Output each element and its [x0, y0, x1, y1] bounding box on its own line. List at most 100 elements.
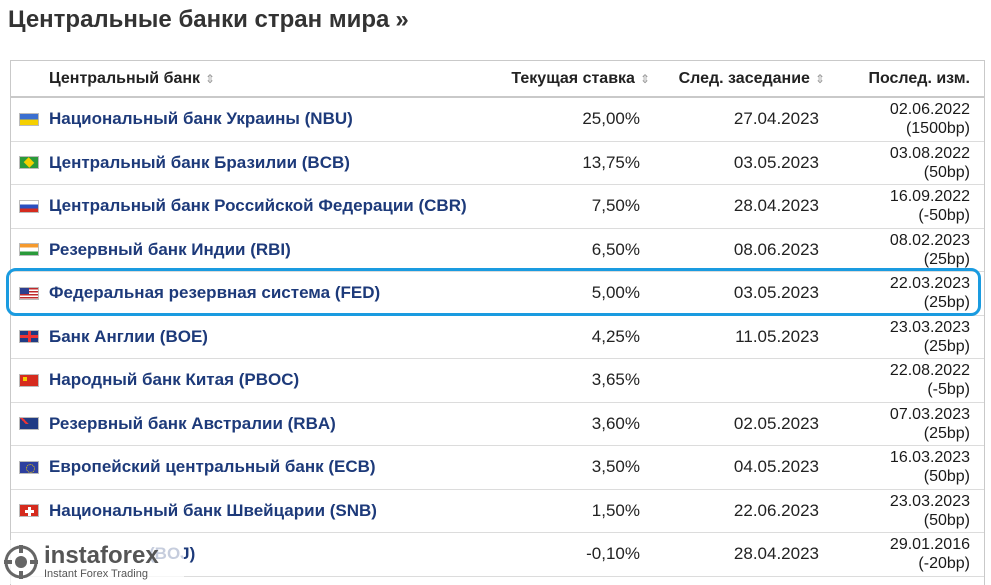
bank-link[interactable]: Народный банк Китая (PBOC) — [49, 370, 300, 390]
next-meeting-value: 02.05.2023 — [733, 413, 819, 433]
header-rate-label: Текущая ставка — [511, 69, 635, 87]
last-change-date: 23.03.2023 — [889, 318, 970, 336]
header-last-label: Послед. изм. — [868, 70, 970, 87]
watermark-tagline: Instant Forex Trading — [44, 568, 148, 580]
last-change-cell: 02.06.2022 (1500bp) — [829, 100, 984, 138]
last-change-date: 08.02.2023 — [889, 231, 970, 249]
last-change-bp: (25bp) — [923, 294, 970, 312]
last-change-date: 16.09.2022 — [889, 188, 970, 206]
flag-australia-icon — [19, 417, 39, 431]
next-meeting-value: 03.05.2023 — [733, 283, 819, 303]
last-change-cell: 03.08.2022 (50bp) — [829, 144, 984, 182]
rate-value: 13,75% — [582, 152, 640, 172]
watermark-name: instaforex — [44, 542, 159, 569]
table-row-highlighted: Федеральная резервная система (FED) 5,00… — [11, 272, 984, 316]
next-meeting-value: 28.04.2023 — [733, 196, 819, 216]
bank-link[interactable]: Федеральная резервная система (FED) — [49, 283, 381, 303]
rate-value: 5,00% — [591, 283, 640, 303]
flag-india-icon — [19, 243, 39, 257]
last-change-bp: (-50bp) — [918, 207, 970, 225]
header-next-label: След. заседание — [678, 69, 810, 87]
next-meeting-value: 08.06.2023 — [733, 239, 819, 259]
next-meeting-value: 03.05.2023 — [733, 152, 819, 172]
next-meeting-value: 28.04.2023 — [733, 544, 819, 564]
last-change-date: 02.06.2022 — [889, 101, 970, 119]
rate-value: 3,65% — [591, 370, 640, 390]
next-meeting-value: 04.05.2023 — [733, 457, 819, 477]
rate-value: 7,50% — [591, 196, 640, 216]
last-change-bp: (50bp) — [923, 511, 970, 529]
flag-uk-icon — [19, 330, 39, 344]
last-change-cell: 29.01.2016 (-20bp) — [829, 535, 984, 573]
page-title: Центральные банки стран мира» — [8, 6, 409, 34]
last-change-date: 07.03.2023 — [889, 405, 970, 423]
header-next-meeting[interactable]: След. заседание ⇕ — [654, 70, 829, 88]
last-change-bp: (-20bp) — [918, 555, 970, 573]
last-change-date: 29.01.2016 — [889, 536, 970, 554]
table-row: Народный банк Китая (PBOC) 3,65% 22.08.2… — [11, 359, 984, 403]
table-row: Европейский центральный банк (ECB) 3,50%… — [11, 446, 984, 490]
flag-brazil-icon — [19, 156, 39, 170]
rate-value: 6,50% — [591, 239, 640, 259]
table-row: Национальный банк Швейцарии (SNB) 1,50% … — [11, 490, 984, 533]
rate-value: 1,50% — [591, 500, 640, 520]
last-change-cell: 08.02.2023 (25bp) — [829, 231, 984, 269]
sort-icon[interactable]: ⇕ — [639, 71, 650, 86]
page-title-text: Центральные банки стран мира — [8, 6, 390, 33]
bank-link[interactable]: Резервный банк Австралии (RBA) — [49, 413, 336, 433]
last-change-cell: 22.03.2023 (25bp) — [829, 274, 984, 312]
last-change-date: 23.03.2023 — [889, 492, 970, 510]
last-change-bp: (25bp) — [923, 250, 970, 268]
last-change-cell: 23.03.2023 (25bp) — [829, 318, 984, 356]
next-meeting-value: 11.05.2023 — [735, 326, 819, 346]
last-change-cell: 16.09.2022 (-50bp) — [829, 187, 984, 225]
last-change-date: 03.08.2022 — [889, 144, 970, 162]
flag-usa-icon — [19, 286, 39, 300]
bank-link[interactable]: Центральный банк Бразилии (BCB) — [49, 152, 350, 172]
central-banks-table: Центральный банк ⇕ Текущая ставка ⇕ След. … — [10, 60, 985, 585]
last-change-date: 22.03.2023 — [889, 275, 970, 293]
header-bank[interactable]: Центральный банк ⇕ — [11, 70, 489, 88]
next-meeting-value: 27.04.2023 — [733, 109, 819, 129]
bank-link[interactable]: Европейский центральный банк (ECB) — [49, 457, 376, 477]
flag-china-icon — [19, 373, 39, 387]
flag-russia-icon — [19, 199, 39, 213]
flag-switzerland-icon — [19, 504, 39, 518]
table-row: Национальный банк Украины (NBU) 25,00% 2… — [11, 98, 984, 142]
table-row: Резервный банк Австралии (RBA) 3,60% 02.… — [11, 403, 984, 446]
table-row: Банк Англии (BOE) 4,25% 11.05.2023 23.03… — [11, 316, 984, 359]
header-bank-label: Центральный банк — [49, 69, 201, 87]
last-change-bp: (50bp) — [923, 468, 970, 486]
bank-link[interactable]: Центральный банк Российской Федерации (C… — [49, 196, 467, 216]
last-change-cell: 07.03.2023 (25bp) — [829, 405, 984, 443]
table-row: Резервный банк Индии (RBI) 6,50% 08.06.2… — [11, 229, 984, 272]
rate-value: 3,50% — [591, 457, 640, 477]
bank-link[interactable]: Банк Англии (BOE) — [49, 326, 208, 346]
last-change-bp: (-5bp) — [927, 381, 970, 399]
next-meeting-value: 22.06.2023 — [733, 500, 819, 520]
last-change-date: 22.08.2022 — [889, 362, 970, 380]
header-rate[interactable]: Текущая ставка ⇕ — [489, 70, 654, 88]
rate-value: 25,00% — [582, 109, 640, 129]
bank-link[interactable]: Национальный банк Швейцарии (SNB) — [49, 500, 377, 520]
last-change-date: 16.03.2023 — [889, 449, 970, 467]
rate-value: -0,10% — [586, 544, 640, 564]
last-change-bp: (50bp) — [923, 163, 970, 181]
more-link[interactable]: » — [395, 6, 409, 33]
last-change-bp: (1500bp) — [905, 120, 970, 138]
bank-link[interactable]: Резервный банк Индии (RBI) — [49, 239, 291, 259]
rate-value: 4,25% — [591, 326, 640, 346]
bank-link[interactable]: Национальный банк Украины (NBU) — [49, 109, 353, 129]
last-change-bp: (25bp) — [923, 337, 970, 355]
header-last-change[interactable]: Послед. изм. — [829, 69, 984, 88]
flag-ukraine-icon — [19, 112, 39, 126]
sort-icon[interactable]: ⇕ — [814, 71, 825, 86]
sort-icon[interactable]: ⇕ — [205, 71, 216, 86]
table-row: Центральный банк Российской Федерации (C… — [11, 185, 984, 229]
rate-value: 3,60% — [591, 413, 640, 433]
last-change-cell: 23.03.2023 (50bp) — [829, 492, 984, 530]
last-change-bp: (25bp) — [923, 424, 970, 442]
table-header: Центральный банк ⇕ Текущая ставка ⇕ След. … — [11, 61, 984, 98]
last-change-cell: 16.03.2023 (50bp) — [829, 448, 984, 486]
flag-eu-icon — [19, 460, 39, 474]
